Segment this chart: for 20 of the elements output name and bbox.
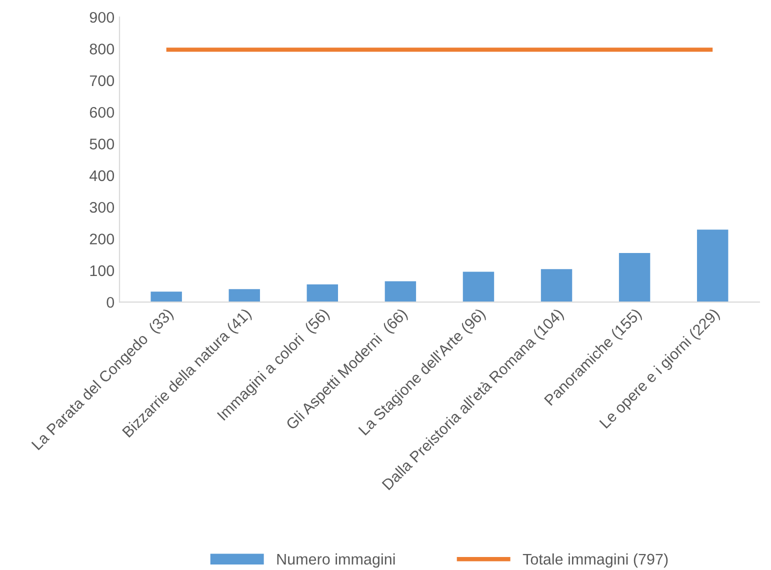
y-tick-label: 0 xyxy=(106,296,114,308)
legend-label: Totale immagini (797) xyxy=(522,553,668,568)
y-tick-label: 100 xyxy=(90,265,114,276)
y-tick-label: 500 xyxy=(90,138,114,150)
y-tick-label: 300 xyxy=(90,202,114,213)
bar xyxy=(228,289,260,302)
bar xyxy=(540,269,572,302)
bar xyxy=(384,281,416,302)
y-tick-label: 700 xyxy=(90,75,114,86)
bar xyxy=(697,230,728,302)
bar xyxy=(618,253,650,302)
y-tick-label: 900 xyxy=(90,12,114,23)
y-tick-label: 400 xyxy=(90,170,114,182)
y-tick-label: 600 xyxy=(90,106,114,118)
y-tick-label: 200 xyxy=(90,234,114,244)
bar xyxy=(150,292,182,302)
y-tick-label: 800 xyxy=(90,44,114,54)
legend-label: Numero immagini xyxy=(277,553,395,568)
bar xyxy=(306,284,338,302)
bar xyxy=(462,272,494,302)
